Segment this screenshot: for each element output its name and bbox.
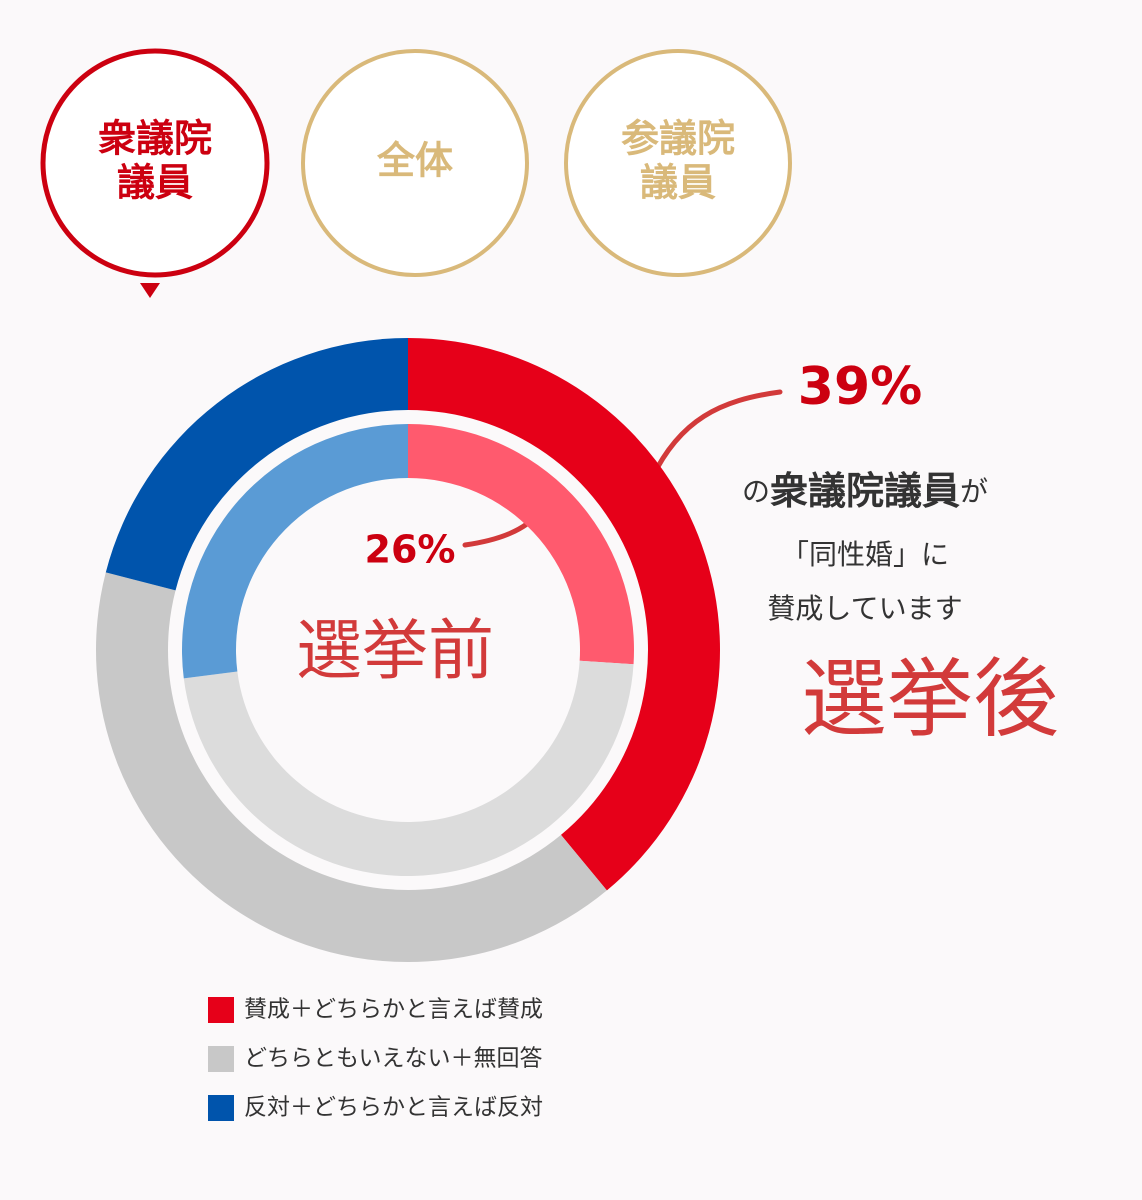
tab-circle — [301, 49, 529, 277]
donut-segment — [408, 424, 634, 665]
ring-annotation: 選挙後 — [801, 649, 1059, 749]
tab-circle — [564, 49, 792, 277]
caption-part: の — [742, 475, 770, 508]
caption: の衆議院議員が — [742, 469, 988, 513]
value-label: 26% — [365, 528, 456, 572]
tab-label: 議員 — [640, 161, 716, 205]
tab-label: 衆議院 — [98, 117, 212, 161]
caption: 賛成しています — [767, 592, 962, 625]
donut-segment — [105, 338, 408, 591]
legend-swatch — [208, 1095, 234, 1121]
caption-part: 衆議院議員 — [770, 469, 960, 513]
value-label: 39% — [798, 357, 922, 417]
legend-swatch — [208, 1046, 234, 1072]
donut-segment — [96, 572, 607, 962]
legend-swatch — [208, 997, 234, 1023]
caption-part: が — [960, 475, 988, 508]
donut-segment — [408, 338, 720, 891]
tab-circle — [40, 48, 270, 278]
annotation-line — [649, 389, 783, 481]
tab-label: 全体 — [376, 139, 453, 183]
tab-label: 議員 — [117, 161, 193, 205]
donut-segment — [181, 424, 408, 679]
legend-label: 反対＋どちらかと言えば反対 — [244, 1095, 543, 1121]
tab[interactable]: 全体 — [301, 49, 529, 277]
legend-label: どちらともいえない＋無回答 — [244, 1046, 543, 1072]
tab-label: 参議院 — [621, 117, 735, 161]
tab[interactable]: 衆議院議員 — [40, 48, 270, 278]
legend-label: 賛成＋どちらかと言えば賛成 — [244, 997, 543, 1023]
caption: 「同性婚」に — [781, 538, 949, 571]
ring-annotation: 選挙前 — [296, 612, 494, 689]
donut-segment — [183, 660, 634, 876]
tab-pointer — [140, 283, 160, 298]
